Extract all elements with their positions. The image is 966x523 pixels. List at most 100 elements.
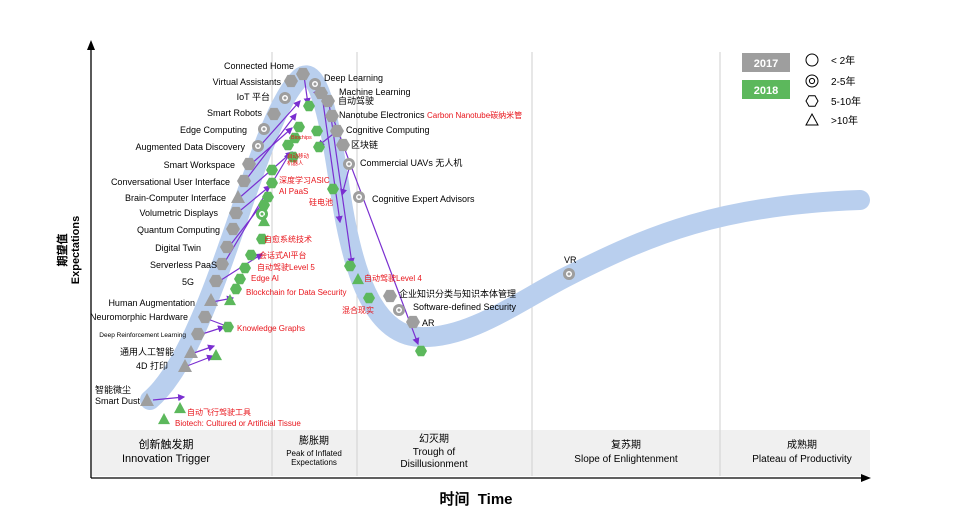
marker-2018-target-9-center bbox=[260, 212, 264, 216]
label-smart-dust-cn: 智能微尘 bbox=[95, 384, 131, 395]
phase-slope-cn: 复苏期 bbox=[611, 438, 641, 451]
marker-2018-hex-18 bbox=[222, 321, 234, 333]
legend-hexagon-label: 5-10年 bbox=[831, 95, 861, 108]
label-mixed-reality: 混合现实 bbox=[342, 305, 374, 315]
label-conversational-ai: 会话式AI平台 bbox=[259, 250, 307, 260]
migration-arrow-13 bbox=[258, 100, 301, 148]
marker-2018-hex-25 bbox=[415, 345, 427, 357]
label-carbon-nanotube: Carbon Nanotube碳纳米管 bbox=[427, 110, 522, 120]
marker-2017-tri-17 bbox=[184, 345, 198, 358]
marker-2017-target-31-center bbox=[567, 272, 571, 276]
marker-2018-tri-26 bbox=[174, 402, 186, 414]
marker-2017-hex-10 bbox=[226, 222, 240, 236]
label-autonomous-l5: 自动驾驶Level 5 bbox=[257, 262, 315, 272]
phase-band bbox=[92, 430, 870, 476]
phase-trough-en: Trough of Disillusionment bbox=[400, 447, 467, 470]
technology-markers bbox=[140, 67, 575, 425]
legend-target-label: 2-5年 bbox=[831, 75, 855, 88]
label-volumetric-displays: Volumetric Displays bbox=[139, 208, 218, 218]
label-smart-dust: Smart Dust bbox=[95, 396, 141, 406]
migration-arrow-14 bbox=[303, 75, 311, 106]
phase-innovation-en: Innovation Trigger bbox=[122, 453, 210, 465]
x-axis-label: 时间 Time bbox=[439, 490, 512, 508]
y-axis-label-en: Expectations bbox=[70, 216, 82, 284]
marker-2017-hex-22 bbox=[321, 94, 335, 108]
marker-2018-hex-8 bbox=[262, 191, 274, 203]
legend-2018-swatch bbox=[742, 80, 790, 99]
y-axis-label-cn: 期望值 bbox=[55, 234, 69, 267]
target-icon bbox=[805, 74, 819, 88]
marker-2018-tri-19 bbox=[210, 349, 222, 361]
marker-2017-hex-7 bbox=[237, 174, 251, 188]
legend-2017-swatch bbox=[742, 53, 790, 72]
legend-2017-label: 2017 bbox=[754, 58, 778, 70]
label-autonomous-driving: 自动驾驶 bbox=[338, 95, 374, 106]
phase-labels: 创新触发期 Innovation Trigger 膨胀期 Peak of Inf… bbox=[122, 432, 852, 470]
hexagon-icon bbox=[805, 95, 819, 107]
label-commercial-uavs: Commercial UAVs 无人机 bbox=[360, 157, 462, 168]
marker-2017-hex-3 bbox=[267, 107, 281, 121]
y-axis-arrow bbox=[87, 40, 95, 50]
marker-2017-tri-19 bbox=[140, 393, 154, 406]
phase-slope-en: Slope of Enlightenment bbox=[574, 454, 678, 465]
label-cognitive-computing: Cognitive Computing bbox=[346, 125, 430, 135]
x-axis-arrow bbox=[861, 474, 871, 482]
migration-arrow-8 bbox=[235, 185, 271, 215]
marker-2017-tri-14 bbox=[204, 293, 218, 306]
marker-2018-tri-11 bbox=[258, 215, 270, 227]
hype-curve bbox=[140, 65, 870, 410]
marker-2017-hex-16 bbox=[191, 327, 205, 341]
marker-2018-hex-14 bbox=[239, 262, 251, 274]
label-nanotube-electronics: Nanotube Electronics bbox=[339, 110, 425, 120]
marker-2018-hex-21 bbox=[313, 141, 325, 153]
label-deep-learning: Deep Learning bbox=[324, 73, 383, 83]
label-5g: 5G bbox=[182, 277, 194, 287]
label-digital-twin: Digital Twin bbox=[155, 243, 201, 253]
label-quantum-computing: Quantum Computing bbox=[137, 225, 220, 235]
marker-2018-hex-24 bbox=[363, 292, 375, 304]
legend-triangle-label: >10年 bbox=[831, 114, 858, 127]
label-machine-learning: Machine Learning bbox=[339, 87, 411, 97]
triangle-icon bbox=[805, 112, 819, 126]
labels-2018: Carbon Nanotube碳纳米管 Biochips 自动移动 机器人 深度… bbox=[175, 110, 522, 428]
marker-2017-target-29-center bbox=[397, 308, 401, 312]
label-agi-cn: 通用人工智能 bbox=[120, 346, 174, 357]
label-4d-printing: 4D 打印 bbox=[136, 360, 168, 371]
phase-trough-cn: 幻灭期 bbox=[419, 432, 449, 445]
label-serverless-paas: Serverless PaaS bbox=[150, 260, 217, 270]
marker-2018-hex-3 bbox=[289, 132, 301, 144]
migration-arrow-2 bbox=[186, 354, 215, 367]
marker-2018-hex-12 bbox=[256, 233, 268, 245]
marker-2018-hex-4 bbox=[287, 151, 299, 163]
marker-2017-tri-18 bbox=[178, 359, 192, 372]
legend: 2017 2018 < 2年 2-5年 5-10年 >10年 bbox=[742, 53, 861, 127]
label-ar: AR bbox=[422, 318, 435, 328]
marker-2017-hex-1 bbox=[284, 74, 298, 88]
marker-2018-hex-15 bbox=[234, 273, 246, 285]
marker-2018-hex-20 bbox=[327, 183, 339, 195]
label-autonomous-l4: 自动驾驶Level 4 bbox=[364, 273, 422, 283]
marker-2018-hex-6 bbox=[266, 164, 278, 176]
label-vr: VR bbox=[564, 255, 577, 265]
marker-2017-hex-11 bbox=[220, 240, 234, 254]
label-robots: 机器人 bbox=[287, 159, 304, 167]
label-iot-platform: IoT 平台 bbox=[237, 91, 270, 102]
label-autonomous-mobile: 自动移动 bbox=[287, 152, 310, 160]
marker-2017-hex-30 bbox=[406, 315, 420, 329]
label-virtual-assistants: Virtual Assistants bbox=[213, 77, 282, 87]
marker-2017-target-2-center bbox=[283, 96, 287, 100]
marker-2017-hex-24 bbox=[330, 124, 344, 138]
marker-2017-hex-25 bbox=[336, 138, 350, 152]
migration-arrow-0 bbox=[152, 393, 186, 402]
migration-arrow-19 bbox=[332, 117, 420, 346]
label-blockchain: 区块链 bbox=[351, 139, 378, 150]
migration-arrow-20 bbox=[340, 164, 351, 197]
marker-2018-hex-5 bbox=[282, 139, 294, 151]
marker-2017-hex-13 bbox=[209, 274, 223, 288]
marker-2017-target-20-center bbox=[313, 82, 317, 86]
label-edge-ai: Edge AI bbox=[251, 274, 279, 283]
label-biochips: Biochips bbox=[291, 135, 312, 141]
phase-plateau-cn: 成熟期 bbox=[787, 438, 817, 451]
marker-2018-hex-1 bbox=[311, 125, 323, 137]
